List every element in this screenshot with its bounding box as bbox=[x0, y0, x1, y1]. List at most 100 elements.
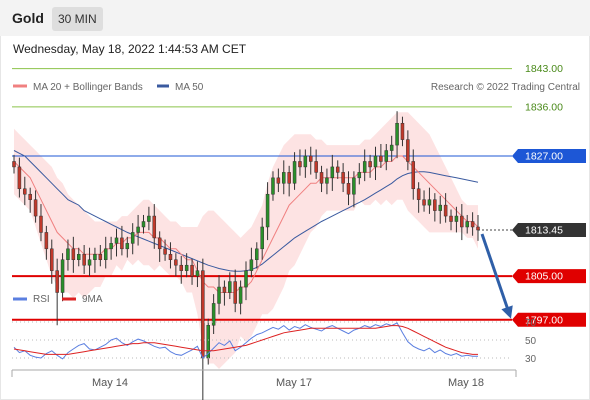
candle-body bbox=[292, 161, 297, 184]
candle-body bbox=[476, 226, 480, 231]
candle-body bbox=[17, 166, 22, 190]
candle-body bbox=[217, 286, 221, 304]
rsi-chart: 30 50 70 bbox=[12, 318, 537, 365]
candle-body bbox=[433, 199, 437, 211]
candle-body bbox=[406, 139, 410, 162]
candle-body bbox=[82, 254, 86, 266]
candle-body bbox=[255, 248, 259, 260]
level-label-1805.00: 1805.00 bbox=[525, 271, 563, 283]
candle-body bbox=[460, 215, 464, 228]
candle-body bbox=[427, 199, 432, 206]
x-tick-label: May 18 bbox=[448, 377, 484, 389]
candle-body bbox=[352, 177, 356, 195]
candle-body bbox=[168, 254, 173, 260]
candle-body bbox=[174, 259, 178, 266]
candle-body bbox=[443, 204, 448, 217]
candle-body bbox=[271, 177, 275, 195]
candle-body bbox=[233, 281, 237, 304]
ma9-legend-swatch bbox=[62, 297, 76, 301]
candle-body bbox=[276, 177, 281, 184]
candle-body bbox=[125, 243, 130, 250]
candle-body bbox=[260, 226, 264, 250]
rsi-series-9ma bbox=[13, 325, 478, 355]
x-tick-label: May 14 bbox=[92, 377, 128, 389]
ma20-legend-swatch bbox=[13, 84, 27, 88]
candle-body bbox=[55, 270, 59, 293]
candle-body bbox=[136, 226, 140, 233]
candle-body bbox=[470, 221, 475, 228]
ma50-legend-swatch bbox=[157, 84, 169, 88]
candle-body bbox=[244, 270, 248, 288]
candle-body bbox=[141, 221, 146, 228]
candle-body bbox=[179, 264, 184, 271]
level-label-1827.00: 1827.00 bbox=[525, 151, 563, 163]
ma20-legend-label: MA 20 + Bollinger Bands bbox=[33, 82, 143, 93]
candle-body bbox=[98, 254, 103, 260]
candle-body bbox=[373, 155, 378, 168]
rsi-tick-label: 30 bbox=[525, 354, 537, 365]
candle-body bbox=[228, 281, 232, 293]
candle-body bbox=[201, 270, 205, 359]
rsi-series-rsi bbox=[13, 322, 478, 360]
level-label-1836.00: 1836.00 bbox=[525, 101, 563, 113]
candle-body bbox=[66, 248, 70, 260]
forecast-arrow bbox=[480, 233, 512, 317]
candle-body bbox=[60, 259, 65, 293]
candle-body bbox=[400, 122, 405, 140]
candle-body bbox=[39, 215, 43, 233]
x-tick-label: May 17 bbox=[276, 377, 312, 389]
candle-body bbox=[362, 161, 367, 173]
candle-body bbox=[265, 193, 270, 228]
candle-body bbox=[163, 248, 167, 255]
rsi-legend: RSI 9MA bbox=[13, 294, 103, 305]
candle-body bbox=[438, 204, 442, 211]
candle-body bbox=[416, 188, 421, 200]
candle-body bbox=[211, 303, 216, 326]
instrument-title: Gold bbox=[12, 10, 44, 26]
candle-body bbox=[28, 193, 32, 200]
candle-body bbox=[395, 122, 399, 146]
candle-body bbox=[379, 155, 383, 162]
candle-body bbox=[195, 270, 200, 277]
rsi-legend-label: RSI bbox=[33, 294, 50, 305]
header-bar: Gold 30 MIN bbox=[0, 0, 590, 36]
candle-body bbox=[147, 215, 151, 222]
candle-body bbox=[50, 248, 54, 271]
candle-body bbox=[346, 183, 351, 195]
candle-body bbox=[282, 172, 286, 184]
level-label-1813.45: 1813.45 bbox=[525, 224, 563, 236]
x-axis: May 14 May 17 May 18 bbox=[11, 369, 517, 389]
candle-body bbox=[130, 232, 135, 244]
candle-body bbox=[357, 172, 362, 179]
level-label-box-1805.00 bbox=[512, 269, 586, 284]
candle-body bbox=[114, 237, 119, 244]
candle-body bbox=[454, 215, 459, 222]
candle-body bbox=[87, 259, 92, 266]
candle-body bbox=[335, 166, 340, 173]
candle-body bbox=[330, 166, 335, 179]
candle-body bbox=[222, 286, 227, 293]
level-label-box-1827.00 bbox=[512, 149, 586, 163]
timeframe-button[interactable]: 30 MIN bbox=[52, 7, 103, 31]
level-label-1843.00: 1843.00 bbox=[525, 63, 563, 75]
candle-body bbox=[190, 264, 194, 277]
candle-body bbox=[249, 259, 254, 271]
candle-body bbox=[120, 237, 124, 250]
candle-body bbox=[325, 177, 329, 184]
candle-body bbox=[368, 161, 372, 168]
candle-body bbox=[298, 161, 302, 168]
candle-body bbox=[465, 221, 469, 228]
candle-body bbox=[389, 144, 394, 151]
candle-body bbox=[152, 215, 157, 239]
ma50-legend-label: MA 50 bbox=[175, 82, 204, 93]
forecast-arrow-head bbox=[501, 305, 513, 319]
rsi-legend-swatch bbox=[13, 297, 27, 301]
candle-body bbox=[319, 172, 324, 184]
candle-body bbox=[93, 254, 97, 260]
candle-body bbox=[411, 161, 416, 190]
bollinger-band bbox=[14, 112, 478, 369]
credit-label: Research © 2022 Trading Central bbox=[431, 82, 580, 93]
candle-body bbox=[109, 243, 113, 250]
candle-body bbox=[384, 150, 389, 162]
